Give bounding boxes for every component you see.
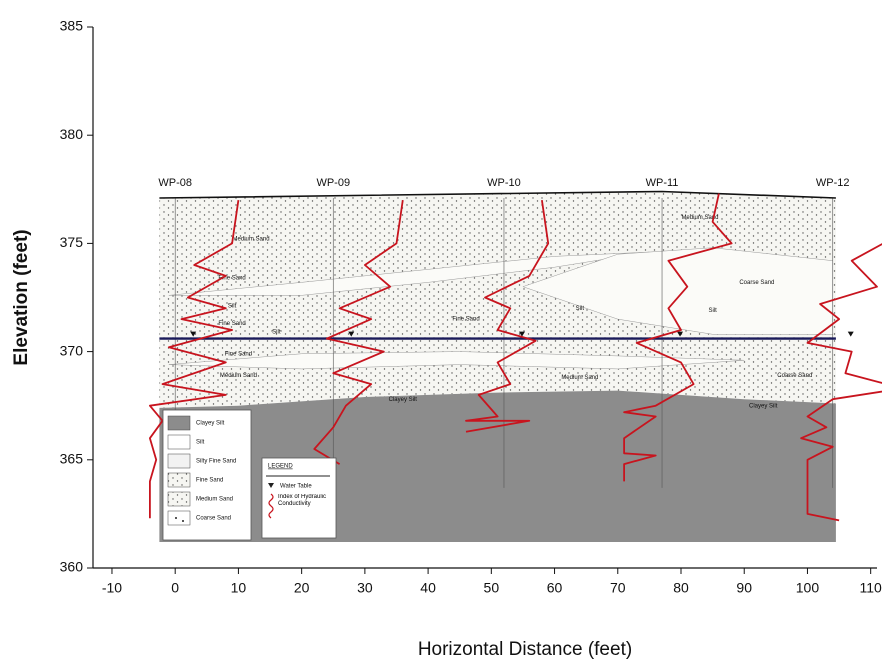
- layer-label: Coarse Sand: [777, 373, 812, 379]
- axes: -10 0 10 20 30 40 50 60 70 80 90 100 110 360 365 370 375…: [11, 18, 882, 660]
- layer-label: Clayey Silt: [389, 397, 418, 403]
- y-tick-label: 385: [60, 18, 84, 34]
- legend-swatch-dot: [182, 520, 184, 522]
- legend-swatch: [167, 434, 191, 450]
- layer-label: Medium Sand: [681, 215, 718, 221]
- x-tick-label: 100: [796, 580, 820, 596]
- well-label: WP-10: [487, 177, 521, 189]
- legend-title: LEGEND: [268, 464, 293, 470]
- water-table-symbol: [677, 331, 684, 337]
- legend-swatch: [167, 472, 191, 488]
- legend-swatch: [167, 510, 191, 526]
- symbol-legend: LEGEND Water Table Index of Hydraulic Co…: [261, 457, 337, 539]
- layer-label: Clayey Silt: [749, 403, 778, 409]
- unit-legend: Clayey Silt Silt Silty Fine Sand Fine Sa…: [162, 409, 252, 541]
- x-tick-label: 30: [357, 580, 373, 596]
- clayey-silt-body: [159, 390, 836, 543]
- y-axis-title: Elevation (feet): [11, 229, 32, 365]
- x-tick-label: 60: [547, 580, 563, 596]
- layer-label: Silt: [576, 306, 585, 312]
- legend-label: Fine Sand: [196, 478, 223, 484]
- layer-label: Medium Sand: [233, 237, 270, 243]
- layer-label: Medium Sand: [561, 375, 598, 381]
- conductivity-log: [465, 199, 550, 433]
- legend-label: Coarse Sand: [196, 516, 231, 522]
- legend-label: Medium Sand: [196, 497, 233, 503]
- y-tick-label: 365: [60, 451, 84, 467]
- layer-label: Fine Sand: [452, 317, 479, 323]
- x-tick-label: 50: [484, 580, 500, 596]
- legend-symbol: [268, 483, 274, 488]
- y-tick-label: 375: [60, 234, 84, 250]
- layer-label: Silt: [708, 308, 717, 314]
- layer-label: Fine Sand: [225, 351, 252, 357]
- x-tick-label: 10: [231, 580, 247, 596]
- x-tick-label: 40: [420, 580, 436, 596]
- legend-swatch: [167, 453, 191, 469]
- well-label: WP-12: [816, 177, 850, 189]
- x-tick-label: -10: [102, 580, 122, 596]
- x-axis-title: Horizontal Distance (feet): [418, 639, 632, 660]
- layer-label: Fine Sand: [218, 321, 245, 327]
- legend-label-box: Index of Hydraulic Conductivity: [278, 494, 327, 507]
- water-table-symbol: [190, 331, 197, 337]
- layer-label: Silt: [228, 304, 237, 310]
- water-table-symbol: [847, 331, 854, 337]
- well-label: WP-09: [316, 177, 350, 189]
- conductivity-log: [148, 199, 240, 519]
- x-tick-label: 0: [171, 580, 179, 596]
- conductivity-log: [623, 193, 733, 482]
- conductivity-log: [313, 199, 404, 465]
- silt-lens: [168, 351, 745, 370]
- x-tick-label: 70: [610, 580, 626, 596]
- x-tick-label: 80: [673, 580, 689, 596]
- logs: [148, 193, 882, 522]
- well-label: WP-11: [646, 177, 679, 189]
- legend-symbol: [268, 493, 274, 519]
- section: [159, 191, 836, 543]
- x-tick-label: 110: [860, 580, 882, 596]
- ground-surface: [159, 190, 836, 199]
- y-tick-label: 370: [60, 342, 84, 358]
- y-tick-label: 360: [60, 559, 84, 575]
- legend-label: Clayey Silt: [196, 421, 225, 427]
- layer-label: Medium Sand: [220, 373, 257, 379]
- legend-label: Water Table: [280, 484, 312, 490]
- legend-label: Index of Hydraulic Conductivity: [278, 494, 327, 507]
- well-label: WP-08: [158, 177, 192, 189]
- conductivity-log: [800, 243, 882, 522]
- legend-label: Silt: [196, 440, 205, 446]
- water-table-symbol: [518, 331, 525, 337]
- legend-swatch: [167, 415, 191, 431]
- legend-swatch: [167, 491, 191, 507]
- layer-label: Coarse Sand: [739, 280, 774, 286]
- layer-label: Silt: [272, 330, 281, 336]
- legend-box: [261, 457, 337, 539]
- x-tick-label: 90: [736, 580, 752, 596]
- legend-swatch-dot: [175, 517, 177, 519]
- y-tick-label: 380: [60, 126, 84, 142]
- layer-label: Fine Sand: [218, 276, 245, 282]
- annotations: WP-08 WP-09 WP-10 WP-11 WP-12 Medium Sand Fine…: [158, 177, 854, 488]
- water-table-symbol: [348, 331, 355, 337]
- legend-label: Silty Fine Sand: [196, 459, 236, 465]
- x-tick-label: 20: [294, 580, 310, 596]
